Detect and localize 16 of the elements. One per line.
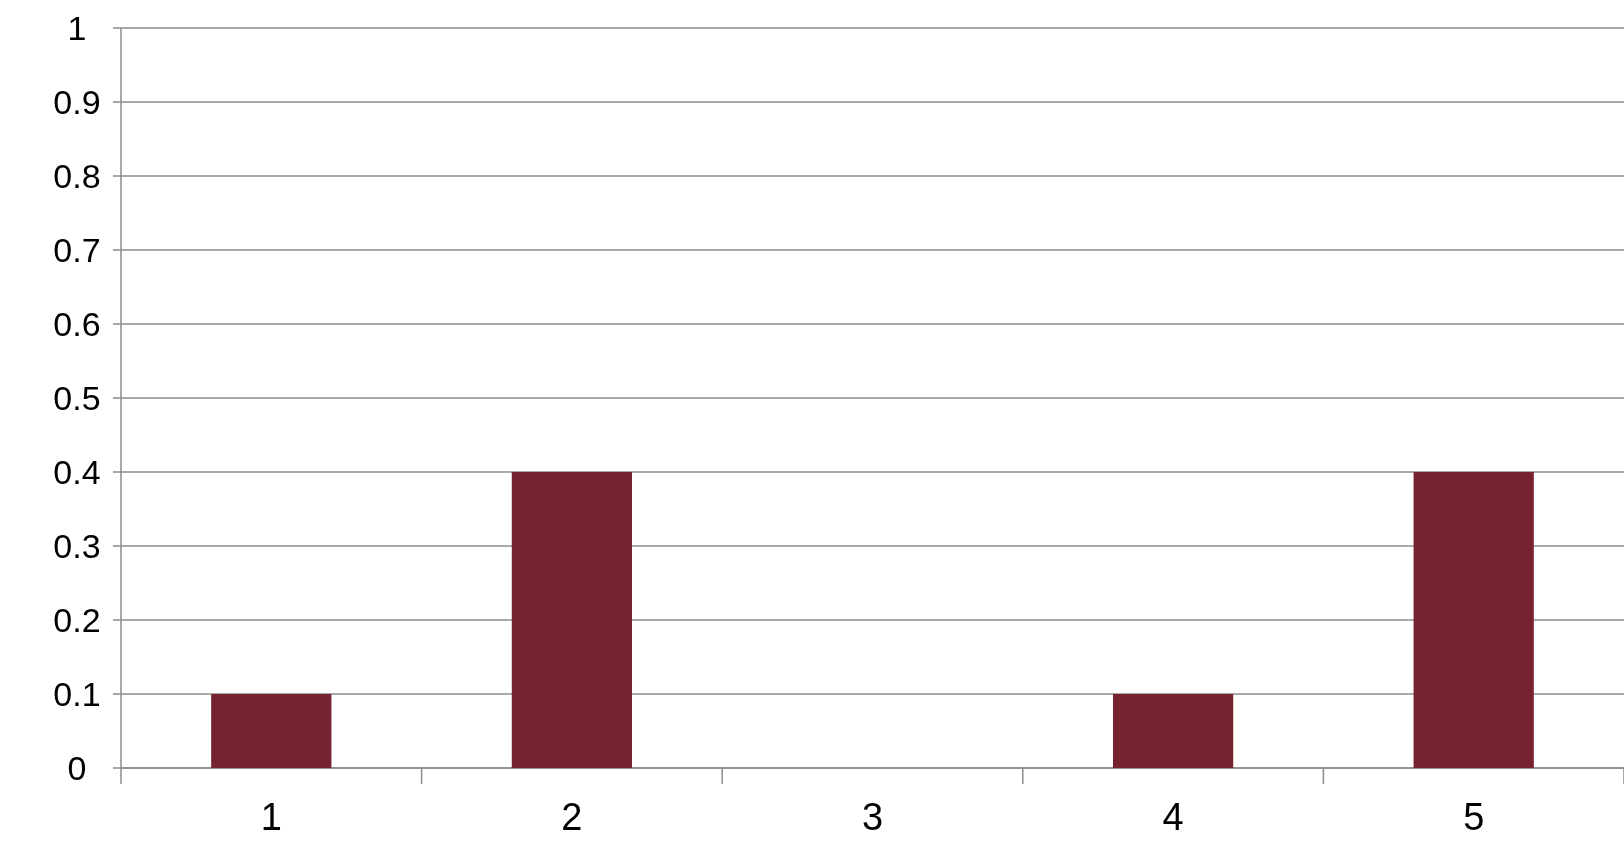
y-tick-label: 0.8 [53,156,101,195]
x-tick-label: 2 [561,796,583,838]
y-tick-label: 0.3 [53,526,101,565]
x-tick-label: 1 [260,796,282,838]
y-tick-label: 0.7 [53,230,101,269]
x-tick-label: 4 [1162,796,1184,838]
y-tick-label: 0.1 [53,674,101,713]
y-tick-label: 0.5 [53,378,101,417]
x-tick-label: 5 [1463,796,1485,838]
y-tick-label: 0 [67,748,87,787]
y-tick-label: 1 [67,8,87,47]
y-tick-label: 0.9 [53,82,101,121]
y-tick-label: 0.2 [53,600,101,639]
y-tick-label: 0.6 [53,304,101,343]
x-tick-label: 3 [861,796,884,838]
y-tick-label: 0.4 [53,452,101,491]
